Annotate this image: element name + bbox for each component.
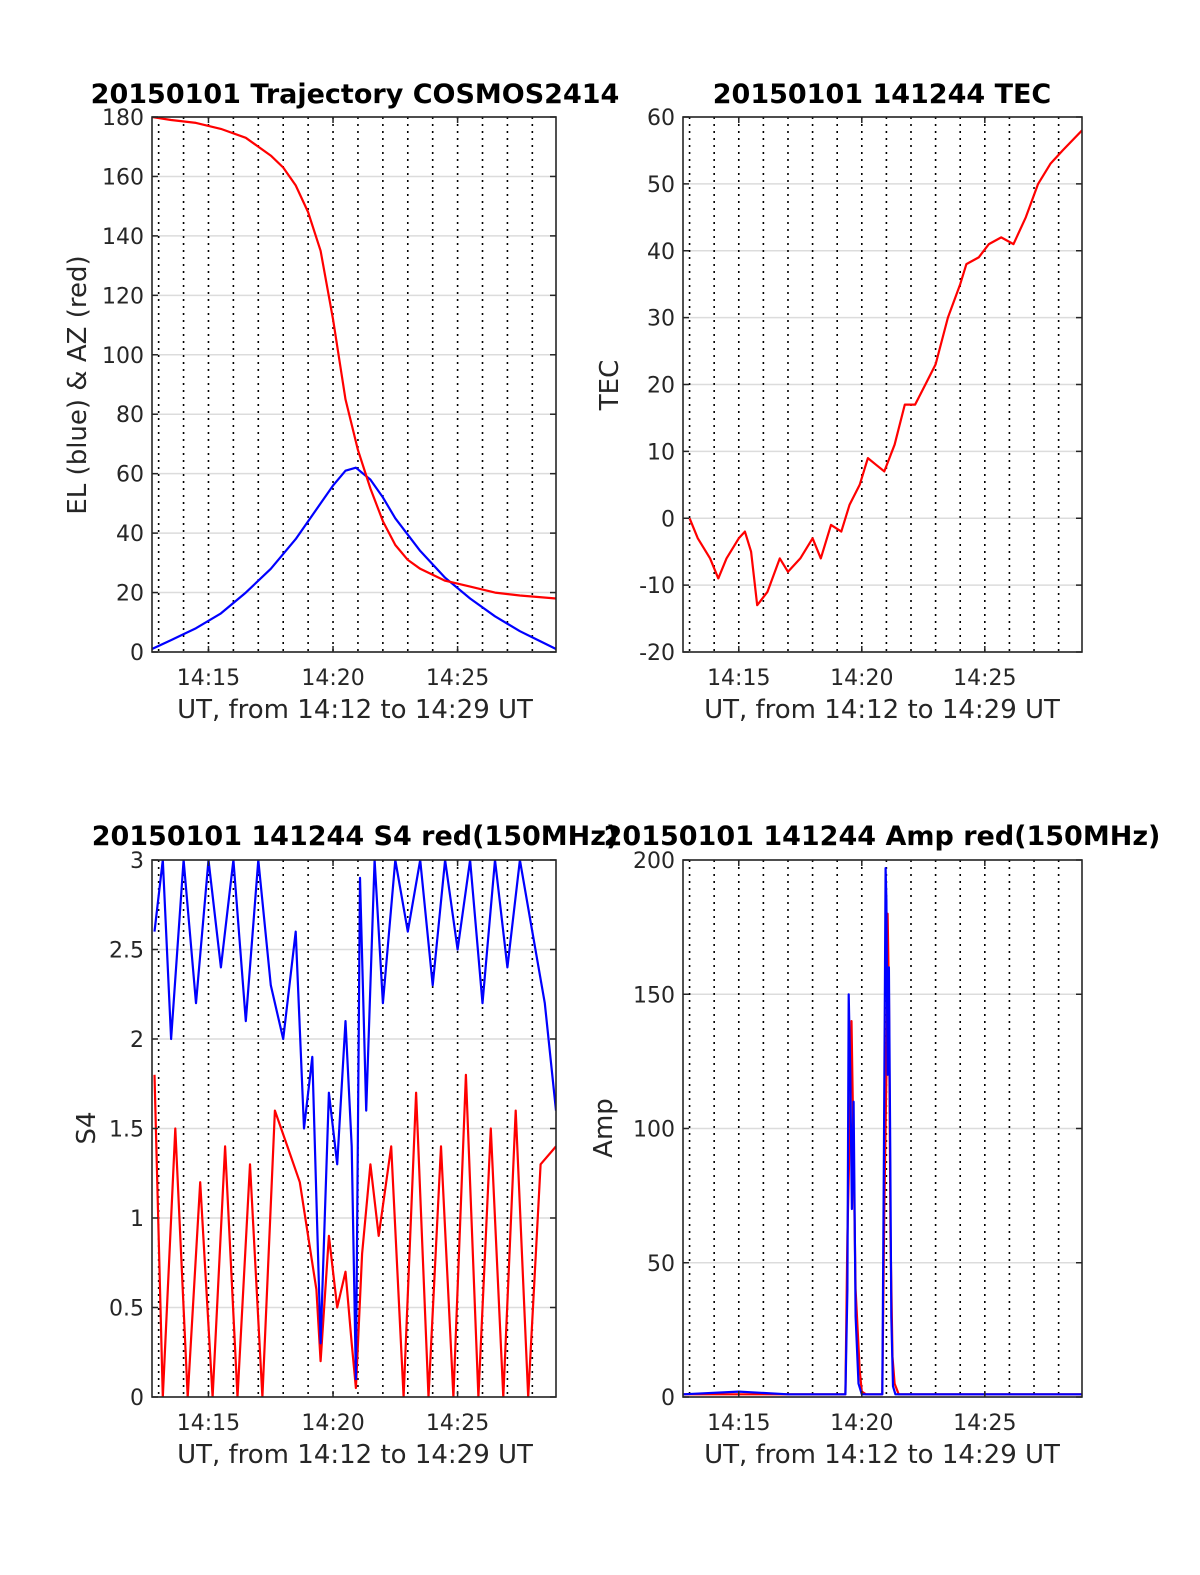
y-axis-label: Amp xyxy=(589,1098,619,1158)
panel-amp: 20150101 141244 Amp red(150MHz) UT, from… xyxy=(589,821,1160,1470)
x-axis-label: UT, from 14:12 to 14:29 UT xyxy=(704,695,1060,725)
panel-trajectory-plot: 0 20 40 60 80 100 120 140 160 180 14:15 14:20 14:25 xyxy=(102,106,557,691)
y-tick-label: 60 xyxy=(647,106,675,131)
y-tick-label: 180 xyxy=(102,106,144,131)
y-tick-label: 3 xyxy=(130,849,144,874)
y-tick-label: -10 xyxy=(639,574,675,599)
y-tick-label: 10 xyxy=(647,440,675,465)
x-tick-label: 14:20 xyxy=(301,666,364,691)
y-tick-label: 40 xyxy=(647,240,675,265)
y-tick-label: 1 xyxy=(130,1207,144,1232)
x-tick-label: 14:15 xyxy=(707,666,770,691)
x-axis-label: UT, from 14:12 to 14:29 UT xyxy=(177,695,533,725)
y-tick-label: 20 xyxy=(647,374,675,399)
y-axis-label: S4 xyxy=(72,1111,102,1144)
y-tick-label: 0 xyxy=(130,1386,144,1411)
series-line-red xyxy=(688,129,1082,607)
y-tick-label: 60 xyxy=(116,463,144,488)
y-tick-label: 140 xyxy=(102,225,144,250)
series-line-blue xyxy=(152,466,556,650)
x-tick-label: 14:25 xyxy=(953,666,1016,691)
x-tick-label: 14:15 xyxy=(707,1411,770,1436)
panel-tec: 20150101 141244 TEC UT, from 14:12 to 14… xyxy=(595,79,1060,725)
y-tick-label: 1.5 xyxy=(109,1118,144,1143)
y-tick-label: 100 xyxy=(633,1118,675,1143)
y-tick-label: 100 xyxy=(102,344,144,369)
x-tick-label: 14:15 xyxy=(177,1411,240,1436)
y-tick-label: 2.5 xyxy=(109,939,144,964)
y-tick-label: 0 xyxy=(661,507,675,532)
x-axis-label: UT, from 14:12 to 14:29 UT xyxy=(177,1440,533,1470)
chart-title: 20150101 141244 TEC xyxy=(713,79,1052,110)
y-tick-label: 2 xyxy=(130,1028,144,1053)
y-tick-label: 0 xyxy=(661,1386,675,1411)
x-tick-label: 14:20 xyxy=(830,666,893,691)
x-tick-label: 14:25 xyxy=(426,1411,489,1436)
y-tick-label: -20 xyxy=(639,641,675,666)
panel-s4-plot: 0 0.5 1 1.5 2 2.5 3 14:15 14:20 14:25 xyxy=(109,849,557,1436)
x-tick-label: 14:25 xyxy=(426,666,489,691)
panel-amp-plot: 0 50 100 150 200 14:15 14:20 14:25 xyxy=(633,849,1083,1436)
panel-tec-plot: -20 -10 0 10 20 30 40 50 60 14:15 14:20 14:25 xyxy=(639,106,1083,691)
y-tick-label: 0.5 xyxy=(109,1297,144,1322)
y-tick-label: 20 xyxy=(116,582,144,607)
chart-title: 20150101 141244 S4 red(150MHz) xyxy=(92,821,619,852)
y-tick-label: 120 xyxy=(102,284,144,309)
y-tick-label: 200 xyxy=(633,849,675,874)
series-line-red xyxy=(152,117,556,600)
panel-s4: 20150101 141244 S4 red(150MHz) UT, from … xyxy=(72,821,618,1470)
x-tick-label: 14:25 xyxy=(953,1411,1016,1436)
chart-title: 20150101 Trajectory COSMOS2414 xyxy=(91,79,620,110)
chart-title: 20150101 141244 Amp red(150MHz) xyxy=(604,821,1161,852)
y-tick-label: 30 xyxy=(647,307,675,332)
y-tick-label: 50 xyxy=(647,1252,675,1277)
y-tick-label: 150 xyxy=(633,983,675,1008)
y-tick-label: 80 xyxy=(116,403,144,428)
y-tick-label: 0 xyxy=(130,641,144,666)
series-line-blue xyxy=(153,860,556,1381)
x-tick-label: 14:20 xyxy=(830,1411,893,1436)
axes-box xyxy=(151,116,557,653)
y-tick-label: 50 xyxy=(647,173,675,198)
x-axis-label: UT, from 14:12 to 14:29 UT xyxy=(704,1440,1060,1470)
series-line-red xyxy=(153,1073,556,1397)
y-tick-label: 160 xyxy=(102,165,144,190)
x-tick-label: 14:20 xyxy=(301,1411,364,1436)
x-tick-label: 14:15 xyxy=(177,666,240,691)
y-axis-label: TEC xyxy=(595,360,625,411)
y-tick-label: 40 xyxy=(116,522,144,547)
panel-trajectory: 20150101 Trajectory COSMOS2414 UT, from … xyxy=(63,79,619,725)
y-axis-label: EL (blue) & AZ (red) xyxy=(63,255,93,514)
